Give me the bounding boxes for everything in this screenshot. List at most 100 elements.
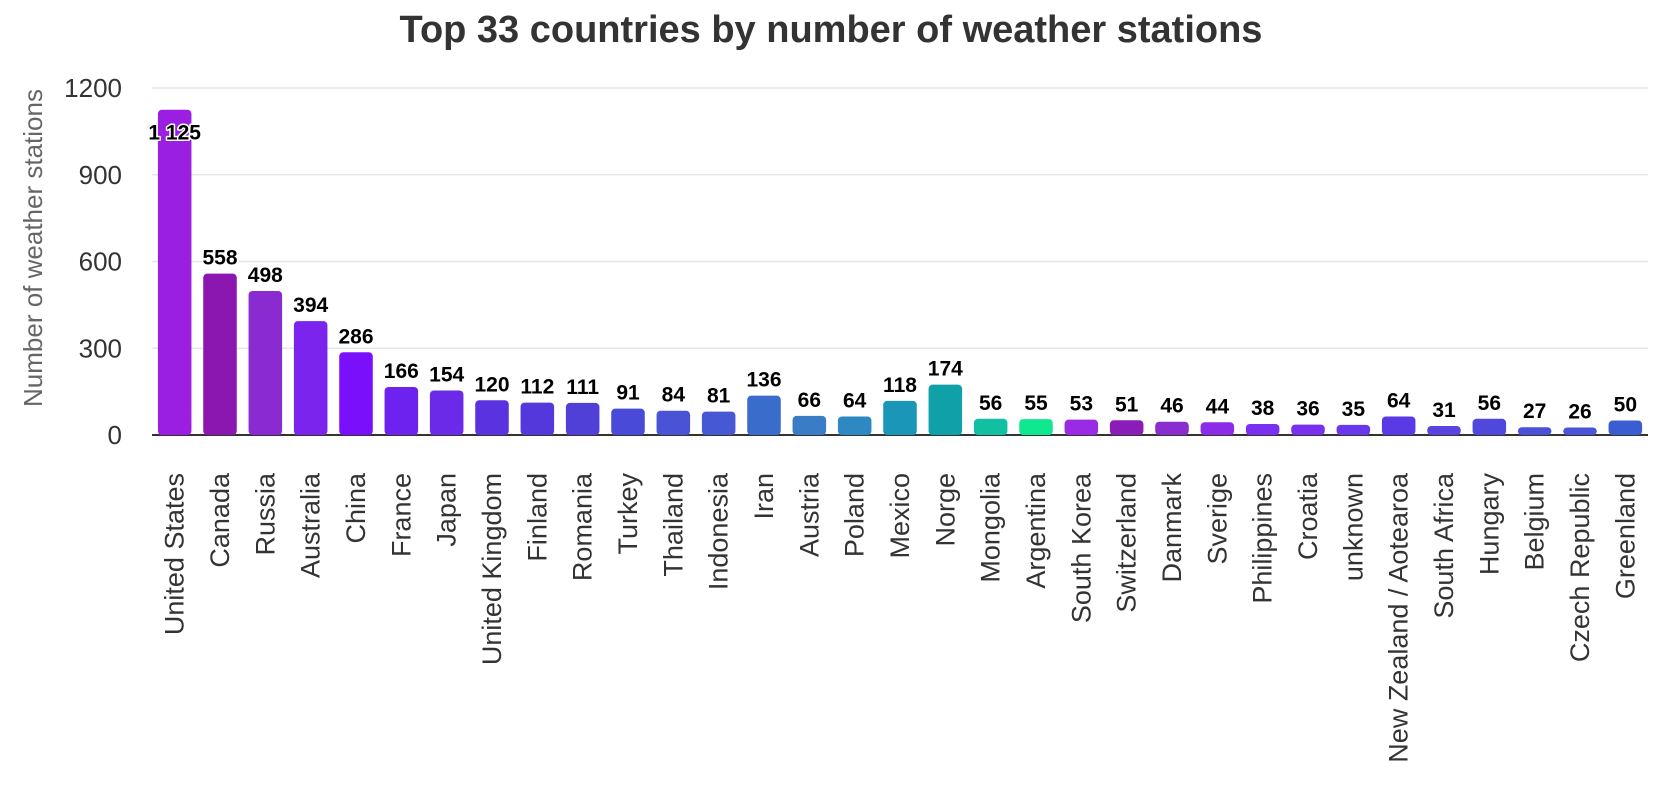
y-tick-label: 600: [79, 247, 122, 277]
x-tick-label: Argentina: [1021, 472, 1051, 589]
bar: [1472, 418, 1507, 435]
data-label: 66: [798, 389, 821, 412]
data-label: 51: [1115, 393, 1139, 416]
x-tick-label: Mexico: [885, 473, 915, 559]
x-tick-label: Belgium: [1520, 473, 1550, 571]
x-axis-ticks: United States Canada Russia Australia China F…: [160, 472, 1641, 763]
data-label: 36: [1296, 398, 1319, 421]
bar: [429, 390, 464, 435]
bar: [475, 400, 509, 435]
data-label: 286: [338, 325, 373, 348]
x-tick-label: Norge: [930, 473, 960, 547]
x-tick-label: Russia: [250, 472, 280, 556]
bar: [248, 290, 283, 435]
data-label: 55: [1024, 392, 1048, 415]
data-label: 27: [1523, 400, 1546, 423]
x-tick-label: Thailand: [658, 473, 688, 577]
x-tick-label: Romania: [568, 472, 598, 581]
bar: [883, 400, 917, 435]
data-label: 26: [1568, 400, 1591, 423]
data-label: 394: [293, 294, 328, 317]
x-tick-label: United Kingdom: [477, 473, 507, 665]
data-label: 50: [1614, 394, 1637, 417]
data-label: 118: [883, 374, 917, 397]
data-label: 111: [566, 376, 599, 399]
x-tick-label: Finland: [522, 473, 552, 562]
data-label: 166: [384, 360, 419, 383]
data-label: 91: [616, 382, 640, 405]
bar: [747, 395, 781, 435]
x-tick-label: South Africa: [1429, 472, 1459, 619]
x-tick-label: Mongolia: [976, 472, 1006, 583]
y-tick-label: 1200: [64, 73, 122, 103]
data-label: 56: [979, 392, 1002, 415]
bar: [973, 418, 1008, 435]
bars: [157, 109, 1643, 435]
y-axis-label: Number of weather stations: [18, 89, 48, 407]
x-tick-label: Iran: [749, 473, 779, 520]
x-tick-label: Greenland: [1610, 473, 1640, 599]
bar: [157, 109, 192, 435]
bar: [203, 273, 237, 435]
data-label: 558: [202, 247, 237, 270]
bar: [1427, 426, 1461, 435]
bar: [384, 386, 419, 435]
bar: [565, 402, 600, 435]
x-tick-label: Hungary: [1474, 473, 1504, 576]
data-label: 84: [662, 384, 686, 407]
data-labels: 1 125 558 498 394 286 166 154 120 112 111 91 84 81 13…: [147, 120, 1639, 425]
x-tick-label: unknown: [1338, 473, 1368, 581]
x-tick-label: Japan: [432, 473, 462, 547]
x-tick-label: China: [341, 472, 371, 544]
bar: [611, 408, 645, 435]
y-tick-label: 900: [79, 160, 122, 190]
data-label: 35: [1342, 398, 1366, 421]
bar: [1563, 427, 1597, 435]
data-label: 46: [1160, 395, 1183, 418]
data-label: 44: [1206, 395, 1230, 418]
y-tick-label: 300: [79, 333, 122, 363]
bar: [1245, 424, 1280, 435]
x-tick-label: New Zealand / Aotearoa: [1384, 472, 1414, 763]
bar: [1200, 422, 1235, 435]
bar: [1109, 420, 1144, 435]
data-label: 154: [429, 363, 464, 386]
y-axis-ticks: 0 300 600 900 1200: [64, 73, 122, 450]
x-tick-label: Austria: [794, 472, 824, 557]
x-tick-label: Croatia: [1293, 472, 1323, 560]
data-label: 81: [707, 385, 731, 408]
data-label: 112: [520, 376, 554, 399]
data-label: 53: [1070, 393, 1093, 416]
bar: [837, 416, 872, 435]
data-label: 120: [474, 373, 509, 396]
data-label: 64: [843, 389, 867, 412]
y-tick-label: 0: [108, 420, 122, 450]
bar: [339, 352, 373, 435]
bar: [1517, 427, 1552, 435]
x-tick-label: Switzerland: [1112, 473, 1142, 613]
bar: [293, 321, 328, 435]
bar: [520, 402, 555, 435]
x-tick-label: Australia: [296, 472, 326, 578]
data-label: 64: [1387, 389, 1411, 412]
x-tick-label: Turkey: [613, 473, 643, 555]
x-tick-label: Canada: [205, 472, 235, 568]
data-label: 31: [1432, 399, 1456, 422]
bar: [1291, 424, 1325, 435]
data-label: 56: [1478, 392, 1501, 415]
x-tick-label: Philippines: [1248, 473, 1278, 604]
bar: [1155, 421, 1189, 435]
bar: [1019, 419, 1053, 435]
data-label: 136: [746, 369, 781, 392]
x-tick-label: United States: [160, 473, 190, 635]
bar: [1064, 419, 1099, 435]
x-tick-label: South Korea: [1066, 472, 1096, 623]
x-tick-label: Poland: [840, 473, 870, 557]
data-label: 1 125: [148, 122, 201, 145]
data-label: 38: [1251, 397, 1275, 420]
data-label: 498: [248, 264, 283, 287]
data-label: 174: [928, 358, 963, 381]
bar: [1608, 420, 1643, 435]
